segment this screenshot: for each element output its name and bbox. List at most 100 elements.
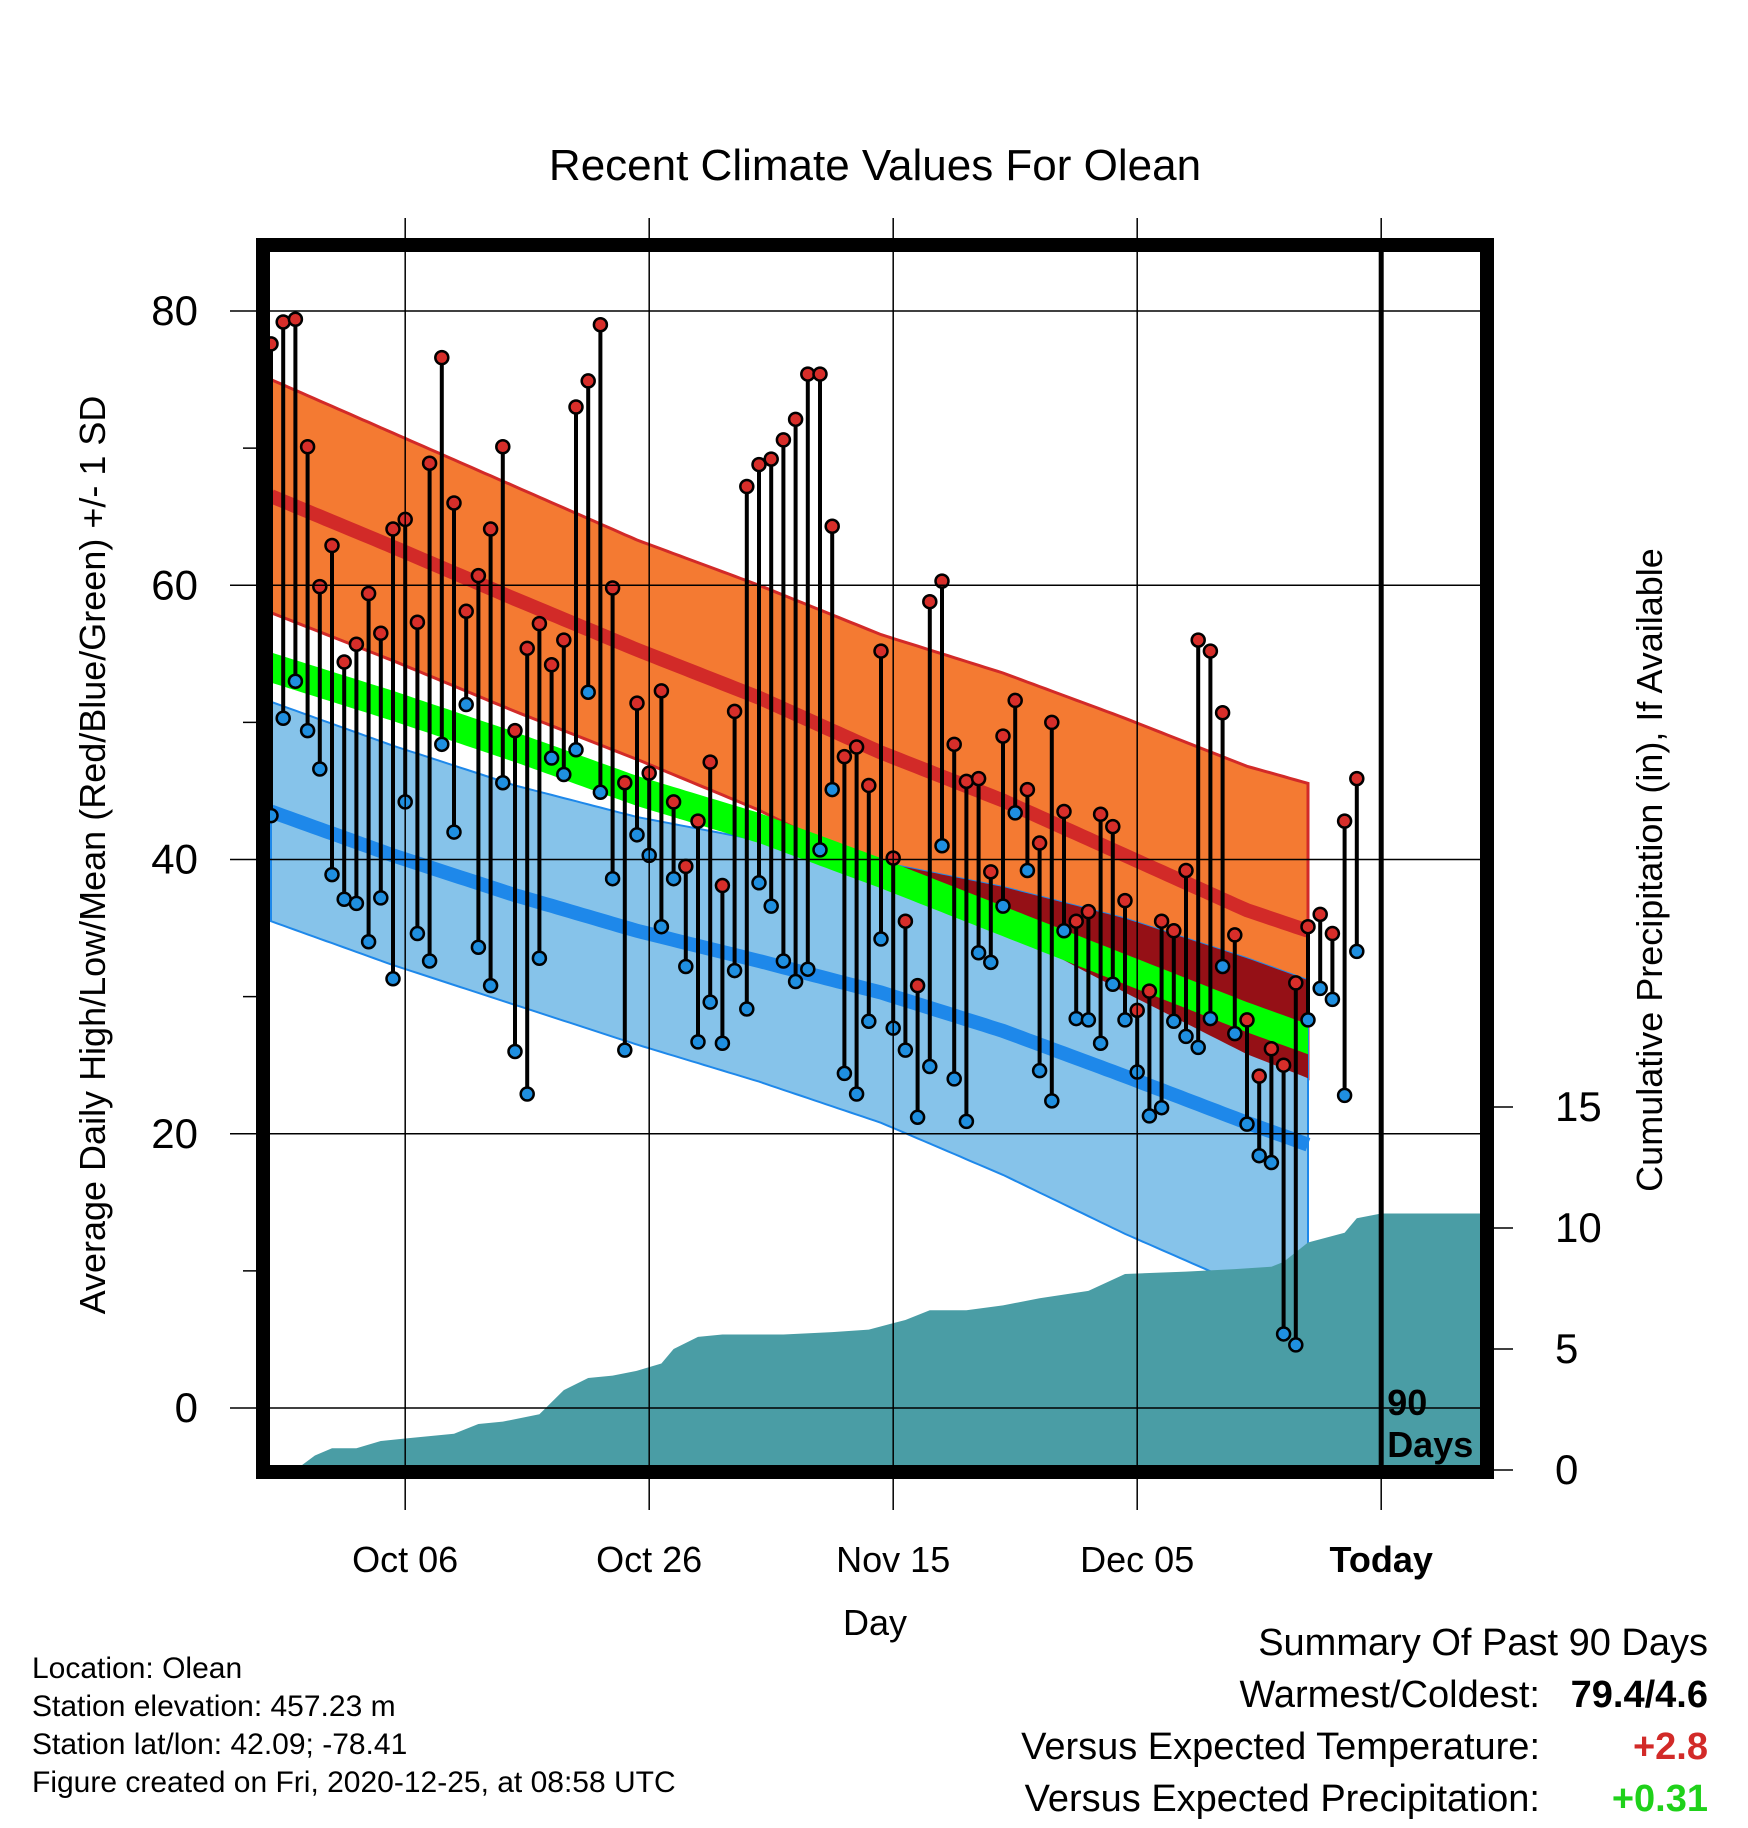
x-tick-label: Nov 15 bbox=[836, 1539, 950, 1580]
daily-high-point bbox=[360, 585, 377, 602]
elevation-text: Station elevation: 457.23 m bbox=[32, 1690, 396, 1723]
daily-high-point bbox=[543, 657, 560, 673]
daily-low-point bbox=[1288, 1337, 1304, 1353]
daily-high-point bbox=[299, 439, 316, 455]
daily-low-point bbox=[739, 1001, 755, 1017]
daily-high-point bbox=[568, 399, 584, 415]
daily-low-point bbox=[726, 962, 743, 979]
daily-low-point bbox=[1105, 976, 1121, 993]
daily-low-point bbox=[1251, 1147, 1267, 1164]
summary-precipitation: Versus Expected Precipitation: +0.31 bbox=[1025, 1778, 1708, 1821]
y2-tick-label: 15 bbox=[1555, 1083, 1602, 1130]
y-axis-label: Average Daily High/Low/Mean (Red/Blue/Gr… bbox=[72, 396, 113, 1315]
daily-high-point bbox=[1092, 806, 1109, 822]
daily-high-point bbox=[1239, 1012, 1255, 1028]
daily-low-point bbox=[519, 1086, 535, 1102]
daily-high-point bbox=[922, 593, 938, 610]
plot-area: 90 Days 0 20 40 60 80 0 5 10 15 Oct 06 Oct 26 Nov 15 D… bbox=[151, 218, 1602, 1580]
daily-low-point bbox=[983, 954, 999, 971]
daily-low-point bbox=[861, 1013, 877, 1030]
daily-high-point bbox=[763, 451, 779, 467]
daily-low-point bbox=[617, 1042, 633, 1058]
daily-high-point bbox=[1105, 818, 1121, 835]
x-axis-label: Day bbox=[843, 1602, 907, 1643]
daily-low-point bbox=[324, 866, 340, 883]
created-text: Figure created on Fri, 2020-12-25, at 08… bbox=[32, 1766, 676, 1799]
daily-low-point bbox=[507, 1043, 523, 1060]
daily-low-point bbox=[348, 895, 365, 912]
daily-high-point bbox=[1178, 862, 1194, 879]
daily-high-point bbox=[507, 722, 523, 739]
daily-low-point bbox=[836, 1065, 853, 1082]
daily-low-point bbox=[409, 925, 426, 942]
daily-low-point bbox=[360, 934, 377, 950]
daily-high-point bbox=[1141, 983, 1158, 999]
daily-high-point bbox=[739, 478, 755, 495]
daily-high-point bbox=[409, 614, 426, 631]
daily-high-point bbox=[1227, 927, 1243, 943]
daily-low-point bbox=[385, 971, 401, 987]
daily-low-point bbox=[568, 742, 584, 758]
daily-low-point bbox=[1019, 862, 1036, 879]
y2-tick-label: 0 bbox=[1555, 1446, 1578, 1493]
daily-low-point bbox=[1300, 1012, 1316, 1028]
daily-high-point bbox=[604, 580, 621, 596]
daily-low-point bbox=[897, 1042, 914, 1058]
precipitation-area bbox=[271, 1213, 1487, 1472]
daily-high-point bbox=[336, 654, 352, 670]
daily-low-point bbox=[653, 918, 670, 935]
daily-low-point bbox=[1227, 1025, 1243, 1042]
daily-low-point bbox=[458, 696, 474, 713]
daily-high-point bbox=[385, 521, 401, 537]
x-tick-label: Dec 05 bbox=[1080, 1539, 1194, 1580]
daily-low-point bbox=[922, 1058, 938, 1075]
daily-low-point bbox=[1117, 1012, 1133, 1028]
daily-low-point bbox=[824, 781, 840, 798]
warmest-coldest-label: Warmest/Coldest: bbox=[1239, 1674, 1540, 1716]
daily-high-point bbox=[714, 877, 731, 894]
daily-high-point bbox=[1153, 913, 1170, 929]
today-days-label: 90 Days bbox=[1387, 1382, 1473, 1465]
daily-low-point bbox=[1239, 1116, 1255, 1132]
daily-low-point bbox=[495, 774, 511, 791]
daily-low-point bbox=[421, 953, 438, 969]
daily-high-point bbox=[1007, 692, 1023, 709]
daily-low-point bbox=[714, 1035, 731, 1051]
daily-high-point bbox=[1117, 892, 1133, 909]
daily-low-point bbox=[946, 1071, 962, 1087]
daily-low-point bbox=[1068, 1010, 1084, 1027]
daily-high-point bbox=[287, 311, 304, 327]
daily-low-point bbox=[1080, 1012, 1097, 1028]
daily-low-point bbox=[312, 761, 328, 777]
mean-band bbox=[271, 652, 1308, 1055]
x-tick-label: Oct 06 bbox=[352, 1539, 458, 1580]
daily-low-point bbox=[787, 973, 804, 990]
daily-high-point bbox=[873, 643, 889, 659]
daily-low-point bbox=[665, 870, 682, 887]
y2-tick-label: 10 bbox=[1555, 1204, 1602, 1251]
daily-low-point bbox=[1166, 1013, 1182, 1030]
plot-inner: 90 Days bbox=[263, 245, 1487, 1472]
x-tick-label: Oct 26 bbox=[596, 1539, 702, 1580]
daily-high-point bbox=[556, 632, 572, 648]
summary-temperature: Versus Expected Temperature: +2.8 bbox=[1021, 1726, 1708, 1769]
daily-low-point bbox=[995, 898, 1011, 914]
daily-high-point bbox=[958, 773, 975, 790]
daily-low-point bbox=[1263, 1154, 1280, 1171]
summary-title: Summary Of Past 90 Days bbox=[1258, 1622, 1708, 1664]
daily-high-point bbox=[1166, 923, 1182, 939]
daily-high-point bbox=[519, 640, 535, 657]
daily-high-point bbox=[1288, 975, 1304, 991]
daily-high-point bbox=[1263, 1040, 1280, 1057]
daily-low-point bbox=[678, 958, 694, 975]
daily-low-point bbox=[1275, 1326, 1292, 1342]
daily-low-point bbox=[1324, 991, 1341, 1008]
daily-high-point bbox=[1312, 906, 1328, 923]
daily-high-point bbox=[678, 858, 694, 875]
daily-low-point bbox=[604, 870, 621, 887]
daily-low-point bbox=[1056, 923, 1072, 939]
daily-low-point bbox=[1349, 943, 1365, 960]
daily-high-point bbox=[690, 813, 706, 829]
daily-low-point bbox=[299, 722, 316, 739]
daily-low-point bbox=[934, 838, 950, 854]
